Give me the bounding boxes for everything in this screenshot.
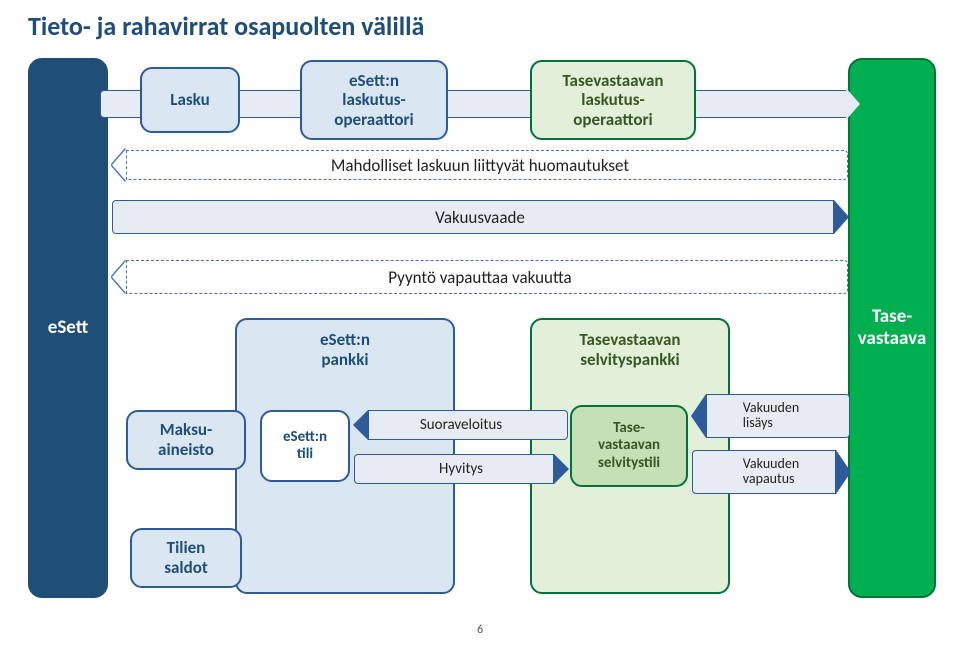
esett-pankki-label: eSett:n pankki	[320, 330, 370, 369]
arrow-vakuuden-lisays-label: Vakuuden lisäys	[743, 401, 799, 430]
arrow-vakuusvaade-label: Vakuusvaade	[435, 207, 525, 228]
arrow-vakuuden-lisays: Vakuuden lisäys	[692, 394, 850, 438]
maksu-aineisto-box: Maksu- aineisto	[126, 410, 246, 470]
connector-maksu	[246, 432, 260, 450]
tilien-saldot-label: Tilien saldot	[164, 538, 208, 577]
tasevastaava-tall-label: Tase- vastaava	[858, 306, 926, 350]
esett-laskutus-op-box: eSett:n laskutus- operaattori	[300, 60, 448, 140]
maksu-aineisto-label: Maksu- aineisto	[158, 420, 214, 459]
tv-laskutus-op-label: Tasevastaavan laskutus- operaattori	[562, 71, 663, 130]
lasku-label: Lasku	[170, 90, 209, 110]
tv-selvitystili-box: Tase- vastaavan selvitystili	[570, 405, 688, 487]
arrow-suoraveloitus: Suoraveloitus	[354, 410, 568, 440]
arrow-suoraveloitus-label: Suoraveloitus	[420, 416, 502, 434]
arrow-pyynto-label: Pyyntö vapauttaa vakuutta	[388, 267, 571, 288]
tasevastaava-tall-box: Tase- vastaava	[848, 58, 936, 598]
arrow-mahdolliset: Mahdolliset laskuun liittyvät huomautuks…	[112, 150, 848, 180]
tilien-saldot-box: Tilien saldot	[130, 528, 242, 588]
page-title: Tieto- ja rahavirrat osapuolten välillä	[28, 10, 424, 42]
esett-tall-label: eSett	[48, 317, 88, 339]
arrow-vakuusvaade: Vakuusvaade	[112, 200, 848, 234]
esett-laskutus-op-label: eSett:n laskutus- operaattori	[334, 71, 413, 130]
arrow-vakuuden-vapautus: Vakuuden vapautus	[692, 450, 850, 494]
arrow-hyvitys: Hyvitys	[354, 454, 568, 484]
arrow-mahdolliset-label: Mahdolliset laskuun liittyvät huomautuks…	[331, 155, 629, 176]
arrow-pyynto: Pyyntö vapauttaa vakuutta	[112, 260, 848, 294]
esett-tall-box: eSett	[28, 58, 108, 598]
esett-tili-label: eSett:n tili	[283, 429, 327, 464]
tv-laskutus-op-box: Tasevastaavan laskutus- operaattori	[530, 60, 696, 140]
page-number: 6	[477, 623, 483, 637]
tv-selvityspankki-label: Tasevastaavan selvityspankki	[579, 330, 680, 369]
esett-tili-box: eSett:n tili	[260, 410, 350, 482]
tv-selvitystili-label: Tase- vastaavan selvitystili	[598, 420, 660, 472]
arrow-hyvitys-label: Hyvitys	[439, 460, 483, 478]
arrow-vakuuden-vapautus-label: Vakuuden vapautus	[743, 457, 799, 486]
lasku-box: Lasku	[140, 67, 240, 133]
